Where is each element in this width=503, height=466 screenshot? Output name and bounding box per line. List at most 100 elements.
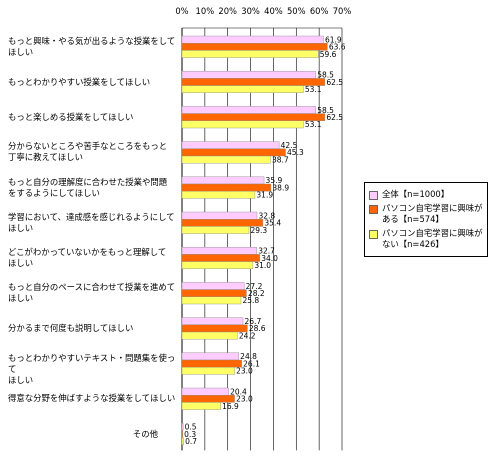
- bar: [181, 352, 239, 361]
- category-label-line: ほしい: [8, 258, 34, 268]
- bar: [181, 359, 242, 368]
- data-label: 0.5: [185, 423, 197, 432]
- data-label: 61.9: [325, 35, 342, 44]
- category-label-line: もっと自分のペースに合わせて授業を進めて: [8, 282, 176, 293]
- bar: [181, 85, 304, 93]
- bar: [181, 387, 229, 396]
- legend: 全体【n=1000】 パソコン自宅学習に興味がある【n=574】 パソコン自宅学…: [364, 182, 488, 257]
- bar: [181, 261, 254, 270]
- category-label-line: もっと興味・やる気が出るような授業をして: [8, 35, 176, 46]
- data-label: 0.7: [185, 437, 197, 446]
- data-label: 24.8: [240, 352, 257, 361]
- category-label: もっとわかりやすい授業をしてほしい: [0, 77, 176, 88]
- bar: [181, 437, 184, 446]
- legend-swatch-interested: [369, 205, 378, 214]
- data-label: 28.6: [249, 324, 266, 333]
- category-label-line: もっと楽しめる授業をしてほしい: [8, 111, 134, 122]
- x-tick-label: 70%: [333, 6, 352, 16]
- data-label: 31.0: [254, 261, 271, 270]
- bar: [181, 78, 326, 86]
- data-label: 58.5: [317, 106, 334, 115]
- bar: [181, 176, 265, 185]
- data-label: 32.7: [258, 247, 275, 256]
- bar: [181, 43, 328, 51]
- data-label: 26.1: [243, 359, 260, 368]
- bar: [181, 120, 304, 129]
- x-tick-label: 20%: [218, 6, 237, 16]
- category-label-line: 得意な分野を伸ばすような授業をしてほしい: [8, 393, 176, 404]
- data-label: 25.8: [242, 296, 259, 305]
- bar: [181, 254, 260, 262]
- data-label: 38.9: [272, 183, 289, 192]
- data-label: 31.9: [256, 191, 273, 200]
- data-label: 53.1: [305, 120, 322, 129]
- bar: [181, 423, 184, 431]
- x-tick-label: 30%: [241, 6, 260, 16]
- legend-item-total: 全体【n=1000】: [369, 189, 483, 200]
- data-label: 28.2: [248, 289, 265, 298]
- data-label: 62.5: [326, 113, 343, 122]
- bar: [181, 331, 238, 340]
- bar: [181, 148, 286, 157]
- data-label: 32.8: [258, 211, 275, 220]
- data-label: 0.3: [184, 430, 196, 439]
- category-label-line: をするようにしてほしい: [8, 187, 100, 198]
- category-label-line: ほしい: [8, 374, 34, 385]
- data-label: 59.6: [320, 50, 337, 59]
- bar: [181, 190, 256, 199]
- category-label-line: ほしい: [8, 46, 34, 57]
- category-label-line: その他: [132, 428, 158, 439]
- data-label: 29.3: [250, 226, 267, 235]
- bar: [181, 296, 242, 305]
- data-label: 23.0: [236, 367, 253, 376]
- category-label: もっと興味・やる気が出るような授業をして ほしい: [0, 36, 176, 58]
- bar: [181, 211, 258, 220]
- bar: [181, 50, 319, 58]
- category-label: もっと楽しめる授業をしてほしい: [0, 112, 176, 123]
- bar: [181, 70, 316, 79]
- bar: [181, 367, 235, 375]
- bar: [181, 289, 247, 298]
- category-label: その他: [0, 429, 176, 440]
- data-label: 23.0: [236, 395, 253, 404]
- x-tick-label: 40%: [264, 6, 283, 16]
- category-label-line: 分かるまで何度も説明してほしい: [8, 322, 134, 333]
- legend-label-not-interested: パソコン自宅学習に興味がない【n=426】: [382, 228, 483, 249]
- data-label: 26.7: [245, 317, 262, 326]
- category-label-line: もっとわかりやすい授業をしてほしい: [8, 76, 151, 87]
- category-label: もっと自分のペースに合わせて授業を進めて ほしい: [0, 282, 176, 304]
- bar: [181, 155, 271, 164]
- category-label: 分からないところや苦手なところをもっと 丁寧に教えてほしい: [0, 141, 176, 163]
- bar: [181, 226, 250, 234]
- data-label: 63.6: [329, 43, 346, 52]
- category-label-line: 学習において、達成感を感じれるようにして: [8, 211, 175, 222]
- legend-label-total: 全体【n=1000】: [382, 189, 450, 199]
- category-label: 学習において、達成感を感じれるようにして ほしい: [0, 212, 176, 234]
- data-label: 42.5: [281, 141, 298, 150]
- category-label-line: ほしい: [8, 222, 34, 233]
- data-label: 62.5: [326, 78, 343, 87]
- category-label-line: もっと自分の理解度に合わせた授業や問題: [8, 176, 168, 187]
- category-label-line: ほしい: [8, 293, 34, 304]
- data-label: 53.1: [305, 85, 322, 94]
- data-label: 35.9: [266, 176, 283, 185]
- bar: [181, 430, 183, 438]
- x-tick-label: 0%: [175, 6, 188, 16]
- legend-item-interested: パソコン自宅学習に興味がある【n=574】: [369, 203, 483, 225]
- x-tick-label: 10%: [196, 6, 215, 16]
- data-label: 45.3: [287, 148, 304, 157]
- category-label: どこがわかっていないかをもっと理解して ほしい: [0, 247, 176, 269]
- bar: [181, 113, 326, 121]
- data-label: 16.9: [222, 402, 239, 411]
- legend-swatch-not-interested: [369, 230, 378, 239]
- bar: [181, 324, 248, 333]
- bar: [181, 402, 221, 410]
- legend-item-not-interested: パソコン自宅学習に興味がない【n=426】: [369, 228, 483, 250]
- legend-swatch-total: [369, 191, 378, 200]
- data-label: 35.4: [264, 219, 281, 228]
- category-label-line: どこがわかっていないかをもっと理解して: [8, 247, 167, 257]
- bar: [181, 35, 324, 44]
- bar: [181, 282, 245, 290]
- data-label: 27.2: [246, 282, 263, 291]
- category-label: 分かるまで何度も説明してほしい: [0, 323, 176, 334]
